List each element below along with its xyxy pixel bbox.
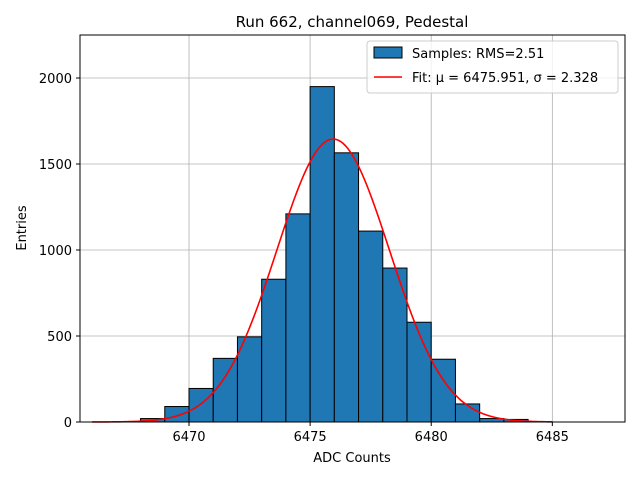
x-tick-label: 6470 — [172, 430, 205, 445]
legend-label-fit: Fit: μ = 6475.951, σ = 2.328 — [412, 71, 598, 86]
y-tick-label: 0 — [64, 416, 72, 431]
histogram-bar — [358, 230, 384, 423]
histogram-bar — [382, 267, 408, 423]
fit-curve — [92, 138, 553, 423]
histogram-bar — [333, 152, 360, 423]
histogram-bar — [236, 336, 263, 423]
x-axis-label: ADC Counts — [313, 451, 391, 466]
y-axis-label: Entries — [15, 205, 30, 251]
chart-title: Run 662, channel069, Pedestal — [236, 13, 469, 31]
histogram-bar — [406, 321, 432, 423]
y-tick-label: 500 — [47, 330, 72, 345]
histogram-bar — [454, 403, 481, 423]
histogram-bar — [309, 86, 335, 423]
legend-box — [366, 40, 619, 94]
histogram-bar — [261, 278, 287, 423]
x-tick-label: 6485 — [536, 430, 569, 445]
legend-histogram-patch — [373, 46, 403, 59]
histogram-bar — [285, 213, 311, 423]
x-axis-ticks: 6470 6475 6480 6485 — [172, 422, 569, 445]
y-tick-label: 2000 — [39, 72, 72, 87]
y-axis-ticks: 0 500 1000 1500 2000 — [39, 72, 80, 431]
y-tick-label: 1500 — [39, 158, 72, 173]
y-tick-label: 1000 — [39, 244, 72, 259]
histogram-bar — [188, 387, 214, 423]
histogram-bars — [140, 86, 529, 423]
plot-frame — [79, 34, 626, 423]
histogram-bar — [212, 357, 238, 423]
x-tick-label: 6475 — [294, 430, 327, 445]
x-tick-label: 6480 — [415, 430, 448, 445]
legend: Samples: RMS=2.51 Fit: μ = 6475.951, σ =… — [366, 40, 619, 94]
histogram-bar — [164, 406, 190, 423]
legend-label-samples: Samples: RMS=2.51 — [412, 47, 544, 62]
